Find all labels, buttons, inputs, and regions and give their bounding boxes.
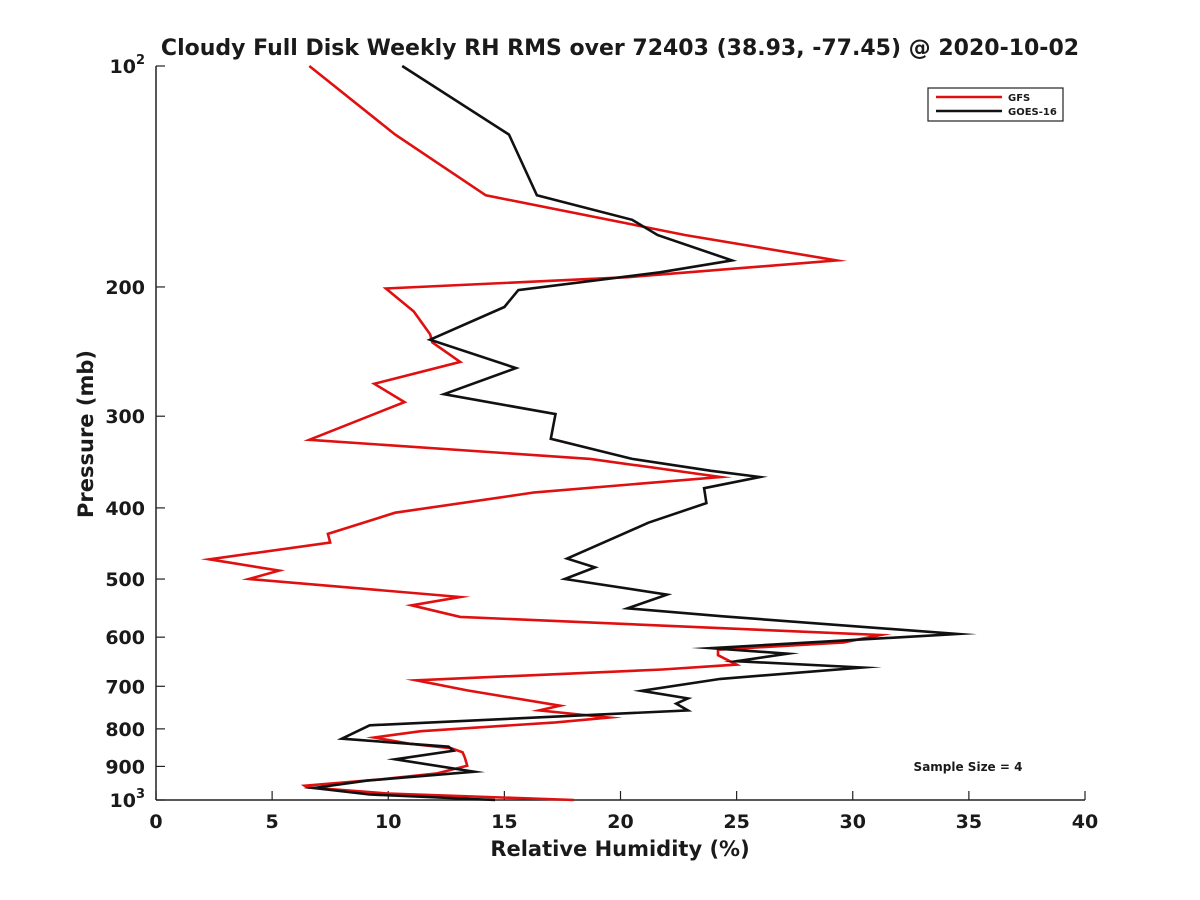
x-tick-label: 15 xyxy=(491,811,517,833)
legend: GFS GOES-16 xyxy=(927,87,1064,122)
y-tick-label: 500 xyxy=(105,569,145,591)
y-tick-label: 300 xyxy=(105,406,145,428)
y-tick-label: 700 xyxy=(105,676,145,698)
series-layer xyxy=(200,64,977,802)
y-tick-label: 600 xyxy=(105,627,145,649)
x-axis-label: Relative Humidity (%) xyxy=(490,837,749,861)
legend-box xyxy=(927,87,1064,122)
chart-title: Cloudy Full Disk Weekly RH RMS over 7240… xyxy=(161,36,1079,61)
y-tick-label: 103 xyxy=(110,787,146,812)
y-tick-label: 200 xyxy=(105,277,145,299)
y-tick-label: 800 xyxy=(105,719,145,741)
x-tick-label: 0 xyxy=(149,811,162,833)
x-tick-label: 5 xyxy=(266,811,279,833)
legend-label: GOES-16 xyxy=(1008,107,1057,118)
x-tick-label: 25 xyxy=(723,811,749,833)
y-tick-label: 900 xyxy=(105,756,145,778)
series-line-gfs xyxy=(200,64,892,802)
x-tick-label: 30 xyxy=(840,811,866,833)
y-axis-label: Pressure (mb) xyxy=(74,350,98,518)
legend-label: GFS xyxy=(1008,93,1030,104)
y-tick-label: 102 xyxy=(110,53,146,78)
x-tick-label: 35 xyxy=(956,811,982,833)
x-tick-label: 20 xyxy=(607,811,633,833)
x-tick-label: 40 xyxy=(1072,811,1098,833)
series-line-goes-16 xyxy=(303,64,977,802)
x-tick-label: 10 xyxy=(375,811,401,833)
sample-size-annotation: Sample Size = 4 xyxy=(914,760,1023,774)
y-tick-label: 400 xyxy=(105,498,145,520)
plot-axes: 0 5 10 15 20 25 30 35 40 102 200 300 400 500 600 700 800… xyxy=(105,53,1098,833)
